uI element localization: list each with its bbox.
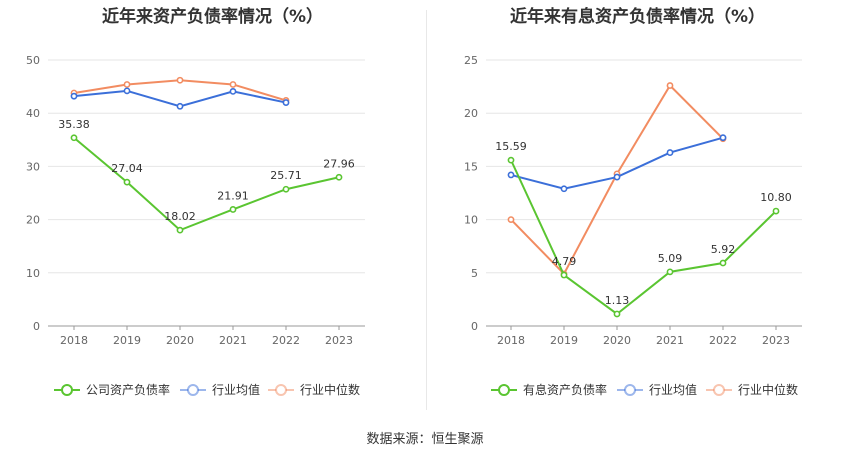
data-point <box>666 268 674 276</box>
data-point <box>613 173 621 181</box>
data-point <box>70 92 78 100</box>
legend-marker <box>187 384 199 396</box>
y-tick-label: 30 <box>26 160 40 173</box>
x-tick-label: 2018 <box>497 334 525 347</box>
data-point <box>507 171 515 179</box>
x-tick-label: 2019 <box>113 334 141 347</box>
data-point <box>123 87 131 95</box>
data-point <box>719 259 727 267</box>
data-label: 15.59 <box>495 140 527 153</box>
data-label: 4.79 <box>552 255 577 268</box>
series-line <box>510 159 777 316</box>
data-point <box>176 102 184 110</box>
data-label: 10.80 <box>760 191 792 204</box>
legend-label: 有息资产负债率 <box>523 382 607 397</box>
data-point <box>507 156 515 164</box>
data-label: 27.04 <box>111 162 143 175</box>
legend-label: 公司资产负债率 <box>86 382 170 397</box>
y-tick-label: 20 <box>26 214 40 227</box>
legend-label: 行业均值 <box>649 382 697 397</box>
data-point <box>229 81 237 88</box>
y-tick-label: 50 <box>26 54 40 67</box>
data-point <box>282 185 290 193</box>
data-point <box>70 134 78 142</box>
y-tick-label: 20 <box>464 107 478 120</box>
data-label: 25.71 <box>270 169 302 182</box>
data-label: 35.38 <box>58 118 90 131</box>
data-point <box>282 99 290 106</box>
data-point <box>772 207 780 215</box>
x-tick-label: 2021 <box>219 334 247 347</box>
x-tick-label: 2023 <box>325 334 353 347</box>
legend-marker <box>624 384 636 396</box>
data-point <box>229 87 237 95</box>
data-point <box>123 81 131 88</box>
data-label: 5.92 <box>711 243 736 256</box>
x-tick-label: 2019 <box>550 334 578 347</box>
y-tick-label: 5 <box>471 267 478 280</box>
x-tick-label: 2018 <box>60 334 88 347</box>
x-tick-label: 2022 <box>709 334 737 347</box>
data-point <box>123 178 131 186</box>
data-source-note: 数据来源：恒生聚源 <box>366 432 484 447</box>
data-point <box>507 216 515 223</box>
panel-divider <box>426 10 427 410</box>
legend-label: 行业均值 <box>212 382 260 397</box>
legend-label: 行业中位数 <box>738 382 798 397</box>
data-point <box>560 271 568 279</box>
data-point <box>666 82 674 89</box>
data-point <box>335 173 343 181</box>
series-line <box>73 137 340 232</box>
x-tick-label: 2022 <box>272 334 300 347</box>
series-line <box>510 136 724 190</box>
data-label: 21.91 <box>217 189 249 202</box>
x-tick-label: 2020 <box>603 334 631 347</box>
y-tick-label: 10 <box>464 214 478 227</box>
legend-label: 行业中位数 <box>300 382 360 397</box>
chart-title: 近年来资产负债率情况（%） <box>101 7 324 27</box>
data-point <box>229 206 237 213</box>
chart-title: 近年来有息资产负债率情况（%） <box>509 7 766 27</box>
data-label: 27.96 <box>323 157 355 170</box>
data-label: 18.02 <box>164 210 196 223</box>
chart-panel-left: 近年来资产负债率情况（%） 0 10 20 30 40 50 2018 2019 2020 202… <box>0 0 425 420</box>
chart-svg-right: 0 5 10 15 20 25 2018 2019 2020 2021 2022 2023 15.59 4… <box>464 54 802 397</box>
y-tick-label: 10 <box>26 267 40 280</box>
chart-svg-left: 0 10 20 30 40 50 2018 2019 2020 2021 2022 2023 35.38… <box>26 54 365 397</box>
x-tick-label: 2023 <box>762 334 790 347</box>
data-point <box>666 149 674 156</box>
legend-marker <box>498 384 510 396</box>
x-tick-label: 2020 <box>166 334 194 347</box>
data-point <box>560 185 568 193</box>
chart-panel-right: 近年来有息资产负债率情况（%） 0 5 10 15 20 25 2018 2019 2020 20… <box>425 0 850 420</box>
data-point <box>719 134 727 142</box>
legend-marker <box>713 384 725 396</box>
x-tick-label: 2021 <box>656 334 684 347</box>
y-tick-label: 40 <box>26 107 40 120</box>
data-point <box>176 226 184 234</box>
data-point <box>613 310 621 318</box>
y-tick-label: 15 <box>464 160 478 173</box>
y-tick-label: 0 <box>471 320 478 333</box>
y-tick-label: 0 <box>33 320 40 333</box>
y-tick-label: 25 <box>464 54 478 67</box>
legend-marker <box>61 384 73 396</box>
legend-marker <box>275 384 287 396</box>
data-label: 1.13 <box>605 294 630 307</box>
data-point <box>176 76 184 84</box>
data-label: 5.09 <box>658 252 683 265</box>
